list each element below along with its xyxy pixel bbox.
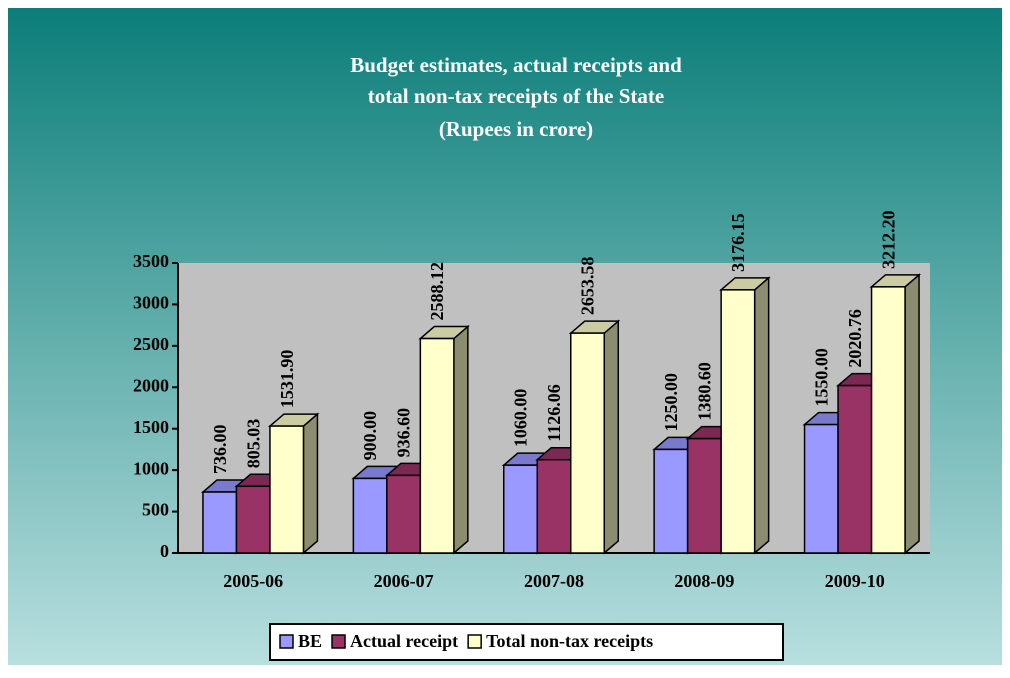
data-label: 1531.90	[277, 350, 297, 409]
bar	[269, 425, 305, 554]
x-tick-label: 2009-10	[825, 571, 885, 591]
data-label: 2653.58	[578, 257, 598, 316]
bar	[686, 437, 722, 554]
legend-label: Actual receipt	[350, 631, 458, 651]
legend-label: BE	[298, 631, 322, 651]
x-tick-label: 2008-09	[674, 571, 734, 591]
legend-label: Total non-tax receipts	[486, 631, 653, 651]
bar	[352, 477, 388, 554]
data-label: 1550.00	[811, 348, 831, 407]
chart-subtitle: total non-tax receipts of the State	[368, 84, 664, 108]
data-label: 805.03	[243, 419, 263, 469]
bar-side	[904, 273, 920, 555]
bar	[386, 474, 422, 554]
bar-side	[603, 319, 619, 555]
bar	[570, 332, 605, 554]
bar-side	[753, 276, 770, 555]
x-tick-label: 2006-07	[374, 571, 434, 591]
bar	[720, 289, 756, 554]
x-tick-label: 2005-06	[223, 571, 283, 591]
data-label: 900.00	[360, 411, 380, 461]
y-tick-label: 1000	[133, 458, 169, 478]
legend-swatch	[331, 634, 346, 649]
data-label: 736.00	[210, 425, 230, 475]
bar	[536, 458, 572, 554]
x-tick-label: 2007-08	[524, 571, 584, 591]
chart-title: Budget estimates, actual receipts and	[350, 53, 682, 77]
data-label: 1380.60	[695, 362, 715, 421]
bar	[235, 485, 271, 554]
bar-side	[302, 412, 319, 555]
legend-swatch	[279, 634, 294, 649]
data-label: 936.60	[394, 408, 414, 458]
bar	[202, 491, 238, 554]
bar	[837, 384, 873, 554]
data-label: 3176.15	[728, 213, 748, 272]
data-label: 2020.76	[845, 309, 865, 368]
data-label: 1250.00	[661, 373, 681, 432]
y-tick-label: 3000	[133, 293, 169, 313]
bar	[419, 337, 455, 554]
bar	[870, 286, 906, 554]
data-label: 3212.20	[878, 210, 898, 269]
y-tick-label: 3500	[133, 251, 169, 271]
bar	[503, 464, 538, 554]
unit-label: (Rupees in crore)	[439, 117, 593, 141]
y-tick-label: 2000	[133, 375, 169, 395]
legend	[269, 623, 784, 661]
y-tick-label: 1500	[133, 417, 169, 437]
y-tick-label: 2500	[133, 334, 169, 354]
data-label: 1060.00	[511, 389, 531, 448]
legend-swatch	[467, 634, 482, 649]
data-label: 2588.12	[427, 262, 447, 321]
bar	[803, 423, 839, 554]
bar-side	[453, 324, 469, 555]
bar	[653, 448, 689, 554]
y-tick-label: 500	[142, 500, 169, 520]
y-tick-label: 0	[160, 541, 169, 561]
data-label: 1126.06	[544, 384, 564, 442]
